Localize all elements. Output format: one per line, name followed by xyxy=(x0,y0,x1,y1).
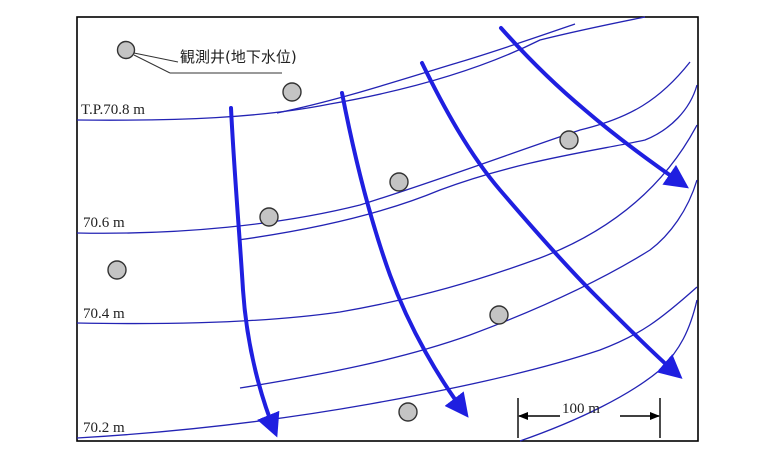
contour-line-70-6 xyxy=(76,61,691,234)
observation-well xyxy=(282,82,302,102)
contour-line-70-2 xyxy=(76,286,698,439)
observation-well xyxy=(389,172,409,192)
scale-bar-label: 100 m xyxy=(562,401,600,417)
legend-label: 観測井(地下水位) xyxy=(180,48,297,66)
flow-arrow-3 xyxy=(420,61,683,379)
contour-line-70-1 xyxy=(519,299,698,442)
contour-label: 70.2 m xyxy=(83,420,125,436)
contour-label: T.P.70.8 m xyxy=(81,102,145,118)
observation-well xyxy=(398,402,418,422)
observation-well xyxy=(107,260,127,280)
legend-leader-line xyxy=(133,52,179,63)
contour-line-70-5 xyxy=(237,84,698,241)
legend-leader-line xyxy=(133,54,171,74)
contour-line-70-3 xyxy=(239,179,698,389)
flow-arrow-1 xyxy=(229,106,280,438)
contour-line-70-7 xyxy=(276,23,576,114)
observation-well xyxy=(489,305,509,325)
flow-arrow-4 xyxy=(499,26,689,189)
contour-label: 70.6 m xyxy=(83,215,125,231)
observation-well xyxy=(259,207,279,227)
flow-arrow-2 xyxy=(340,91,469,418)
observation-well-legend xyxy=(116,40,136,60)
observation-well xyxy=(559,130,579,150)
contour-line-70-8 xyxy=(76,16,646,121)
map-frame xyxy=(76,16,699,442)
contour-line-70-4 xyxy=(76,124,698,325)
contour-label: 70.4 m xyxy=(83,306,125,322)
